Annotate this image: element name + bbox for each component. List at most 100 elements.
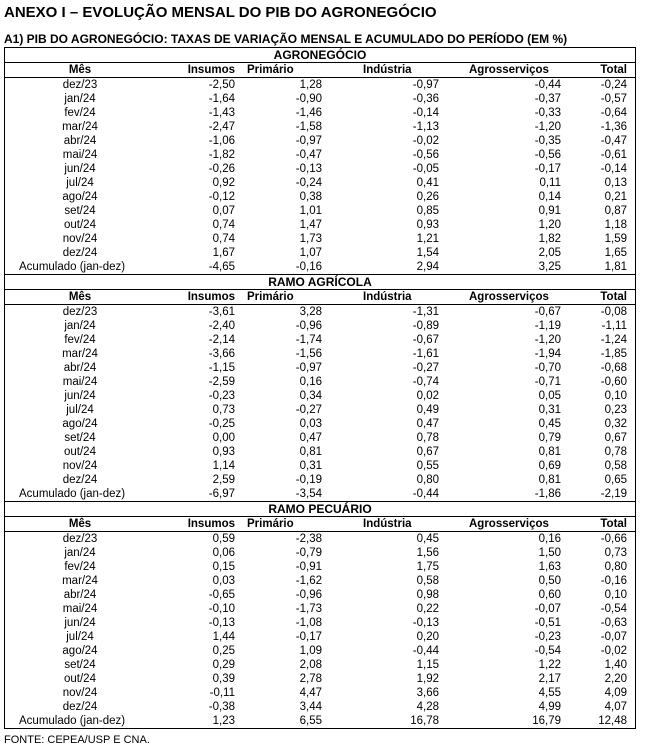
table-cell: 1,92 [416, 673, 439, 685]
row-label: dez/24 [62, 474, 98, 486]
table-cell: 0,47 [416, 418, 439, 430]
table-cell: -0,89 [412, 320, 439, 332]
table-cell: -1,19 [534, 320, 561, 332]
table-cell: -0,74 [412, 376, 439, 388]
table-cell: -0,17 [295, 631, 322, 643]
row-label: out/24 [64, 219, 96, 231]
table-row: dez/24 2,59 -0,19 0,80 0,81 0,65 [5, 473, 635, 487]
table-cell: -0,14 [600, 163, 627, 175]
table-cell: 1,44 [212, 631, 235, 643]
table-cell: 4,47 [299, 687, 322, 699]
table-cell: 0,07 [212, 205, 235, 217]
table-cell: 0,60 [538, 589, 561, 601]
table-cell: 0,20 [416, 631, 439, 643]
table-row: dez/23 0,59 -2,38 0,45 0,16 -0,66 [5, 532, 635, 546]
table-cell: -1,20 [534, 121, 561, 133]
row-label: out/24 [64, 673, 96, 685]
column-header: Insumos [187, 291, 235, 303]
table-row: mar/24 -3,66 -1,56 -1,61 -1,94 -1,85 [5, 347, 635, 361]
table-cell: -0,97 [412, 79, 439, 91]
table-cell: 2,17 [538, 673, 561, 685]
table-cell: -0,08 [600, 306, 627, 318]
table-cell: -0,07 [534, 603, 561, 615]
table-cell: 0,10 [604, 390, 627, 402]
table-cell: 0,03 [212, 575, 235, 587]
table-cell: 0,55 [416, 460, 439, 472]
table-cell: -0,67 [534, 306, 561, 318]
table-cell: -0,37 [534, 93, 561, 105]
table-cell: -0,27 [295, 404, 322, 416]
table-cell: 1,07 [299, 247, 322, 259]
table-cell: -0,70 [534, 362, 561, 374]
row-label: ago/24 [62, 191, 98, 203]
table-cell: -1,46 [295, 107, 322, 119]
table-cell: 0,91 [538, 205, 561, 217]
table-cell: -0,66 [600, 533, 627, 545]
table-cell: -0,17 [534, 163, 561, 175]
row-label: dez/24 [62, 701, 98, 713]
accumulated-row: Acumulado (jan-dez) -6,97 -3,54 -0,44 -1,86 -… [5, 487, 635, 502]
table-cell: 2,59 [212, 474, 235, 486]
table-cell: -0,13 [208, 617, 235, 629]
table-cell: -2,40 [208, 320, 235, 332]
row-label: mai/24 [62, 376, 98, 388]
table-cell: 1,28 [299, 79, 322, 91]
table-cell: -0,36 [412, 93, 439, 105]
table-cell: 0,81 [538, 446, 561, 458]
row-label: set/24 [64, 659, 96, 671]
row-label: abr/24 [63, 362, 97, 374]
row-label: set/24 [64, 205, 96, 217]
row-label: jun/24 [64, 390, 96, 402]
table-cell: 0,74 [212, 219, 235, 231]
table-row: ago/24 -0,12 0,38 0,26 0,14 0,21 [5, 190, 635, 204]
table-cell: -0,23 [534, 631, 561, 643]
table-row: set/24 0,29 2,08 1,15 1,22 1,40 [5, 658, 635, 672]
table-cell: -0,79 [295, 547, 322, 559]
table-cell: -1,06 [208, 135, 235, 147]
table-row: dez/23 -2,50 1,28 -0,97 -0,44 -0,24 [5, 78, 635, 92]
table-row: jul/24 0,92 -0,24 0,41 0,11 0,13 [5, 176, 635, 190]
table-cell: 4,09 [604, 687, 627, 699]
table-cell: 1,50 [538, 547, 561, 559]
table-cell: -0,44 [534, 79, 561, 91]
table-cell: -0,44 [412, 645, 439, 657]
table-section: AGRONEGÓCIO Mês Insumos Primário Indústria Ag… [5, 48, 635, 275]
table-row: ago/24 -0,25 0,03 0,47 0,45 0,32 [5, 417, 635, 431]
row-label: jan/24 [64, 320, 96, 332]
table-cell: 2,94 [416, 261, 439, 273]
row-label: jul/24 [66, 404, 94, 416]
table-row: fev/24 -2,14 -1,74 -0,67 -1,20 -1,24 [5, 333, 635, 347]
table-cell: 3,28 [299, 306, 322, 318]
row-label: ago/24 [62, 418, 98, 430]
table-cell: -3,66 [208, 348, 235, 360]
table-cell: 0,16 [538, 533, 561, 545]
row-label: dez/24 [62, 247, 98, 259]
table-cell: -1,62 [295, 575, 322, 587]
column-header: Agrosserviços [469, 64, 549, 76]
table-cell: 0,26 [416, 191, 439, 203]
table-cell: -0,54 [534, 645, 561, 657]
table-cell: 0,45 [538, 418, 561, 430]
table-cell: -1,64 [208, 93, 235, 105]
table-cell: -1,36 [600, 121, 627, 133]
table-cell: -1,74 [295, 334, 322, 346]
table-cell: 1,54 [416, 247, 439, 259]
section-title: RAMO AGRÍCOLA [5, 275, 635, 290]
table-cell: -0,26 [208, 163, 235, 175]
table-cell: -1,11 [601, 320, 627, 332]
table-cell: -0,24 [295, 177, 322, 189]
table-cell: -4,65 [208, 261, 235, 273]
row-label: dez/23 [62, 306, 98, 318]
table-row: nov/24 -0,11 4,47 3,66 4,55 4,09 [5, 686, 635, 700]
table-cell: 1,75 [416, 561, 439, 573]
table-cell: 0,39 [212, 673, 235, 685]
table-cell: -0,25 [208, 418, 235, 430]
table-cell: -1,20 [534, 334, 561, 346]
table-cell: 3,25 [538, 261, 561, 273]
table-cell: 0,67 [416, 446, 439, 458]
table-cell: 0,15 [212, 561, 235, 573]
table-cell: 0,67 [604, 432, 627, 444]
gdp-table: AGRONEGÓCIO Mês Insumos Primário Indústria Ag… [4, 47, 636, 729]
table-cell: -0,97 [295, 135, 322, 147]
row-label: jul/24 [66, 631, 94, 643]
